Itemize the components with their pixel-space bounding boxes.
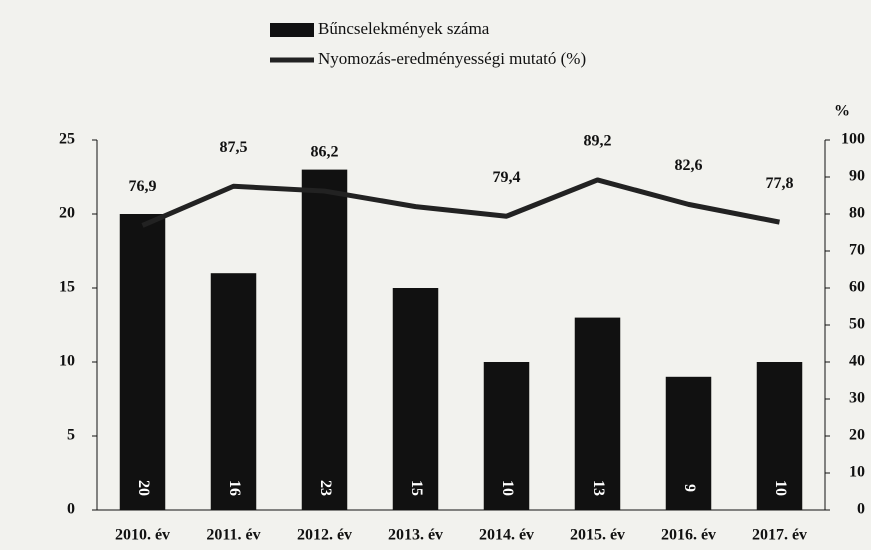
line-value-label: 86,2 (311, 144, 339, 161)
bar-value-label: 16 (226, 480, 243, 496)
y-tick-label: 15 (59, 279, 75, 296)
y2-tick-label: 100 (841, 131, 865, 148)
chart: % 0 5 10 15 20 25 0 10 20 30 40 50 60 70 80 90 100 2010. … (0, 0, 871, 550)
y2-tick-label: 30 (849, 390, 865, 407)
bar-value-label: 20 (135, 480, 152, 496)
x-tick-label: 2010. év (115, 527, 170, 544)
line-value-label: 79,4 (493, 169, 521, 186)
line-value-label: 76,9 (129, 178, 157, 195)
bar-value-label: 9 (681, 484, 698, 492)
bar-value-label: 10 (772, 480, 789, 496)
line-value-label: 77,8 (766, 175, 794, 192)
y2-axis-label: % (834, 103, 850, 120)
y2-tick-label: 40 (849, 353, 865, 370)
line-value-label: 89,2 (584, 133, 612, 150)
x-tick-label: 2012. év (297, 527, 352, 544)
legend-label: Nyomozás-eredményességi mutató (%) (318, 49, 586, 68)
y2-tick-label: 60 (849, 279, 865, 296)
y2-tick-label: 50 (849, 316, 865, 333)
legend-swatch (270, 23, 314, 37)
bar-value-label: 13 (590, 480, 607, 496)
legend-label: Bűncselekmények száma (318, 19, 490, 38)
y2-tick-label: 70 (849, 242, 865, 259)
y2-tick-label: 10 (849, 464, 865, 481)
x-tick-label: 2016. év (661, 527, 716, 544)
x-tick-label: 2017. év (752, 527, 807, 544)
y-tick-label: 5 (67, 427, 75, 444)
y-tick-label: 0 (67, 501, 75, 518)
x-tick-label: 2014. év (479, 527, 534, 544)
bar-value-label: 23 (317, 480, 334, 496)
y-tick-label: 10 (59, 353, 75, 370)
bar (211, 273, 257, 510)
line-value-label: 82,6 (675, 157, 703, 174)
y2-tick-label: 90 (849, 168, 865, 185)
bar-value-label: 15 (408, 480, 425, 496)
bar (393, 288, 439, 510)
line-value-label: 87,5 (220, 139, 248, 156)
y2-tick-label: 80 (849, 205, 865, 222)
bar (120, 214, 166, 510)
x-tick-label: 2011. év (206, 527, 260, 544)
x-tick-label: 2015. év (570, 527, 625, 544)
bar-value-label: 10 (499, 480, 516, 496)
y-tick-label: 20 (59, 205, 75, 222)
y2-tick-label: 0 (857, 501, 865, 518)
bar (302, 170, 348, 510)
x-tick-label: 2013. év (388, 527, 443, 544)
y-tick-label: 25 (59, 131, 75, 148)
y2-tick-label: 20 (849, 427, 865, 444)
